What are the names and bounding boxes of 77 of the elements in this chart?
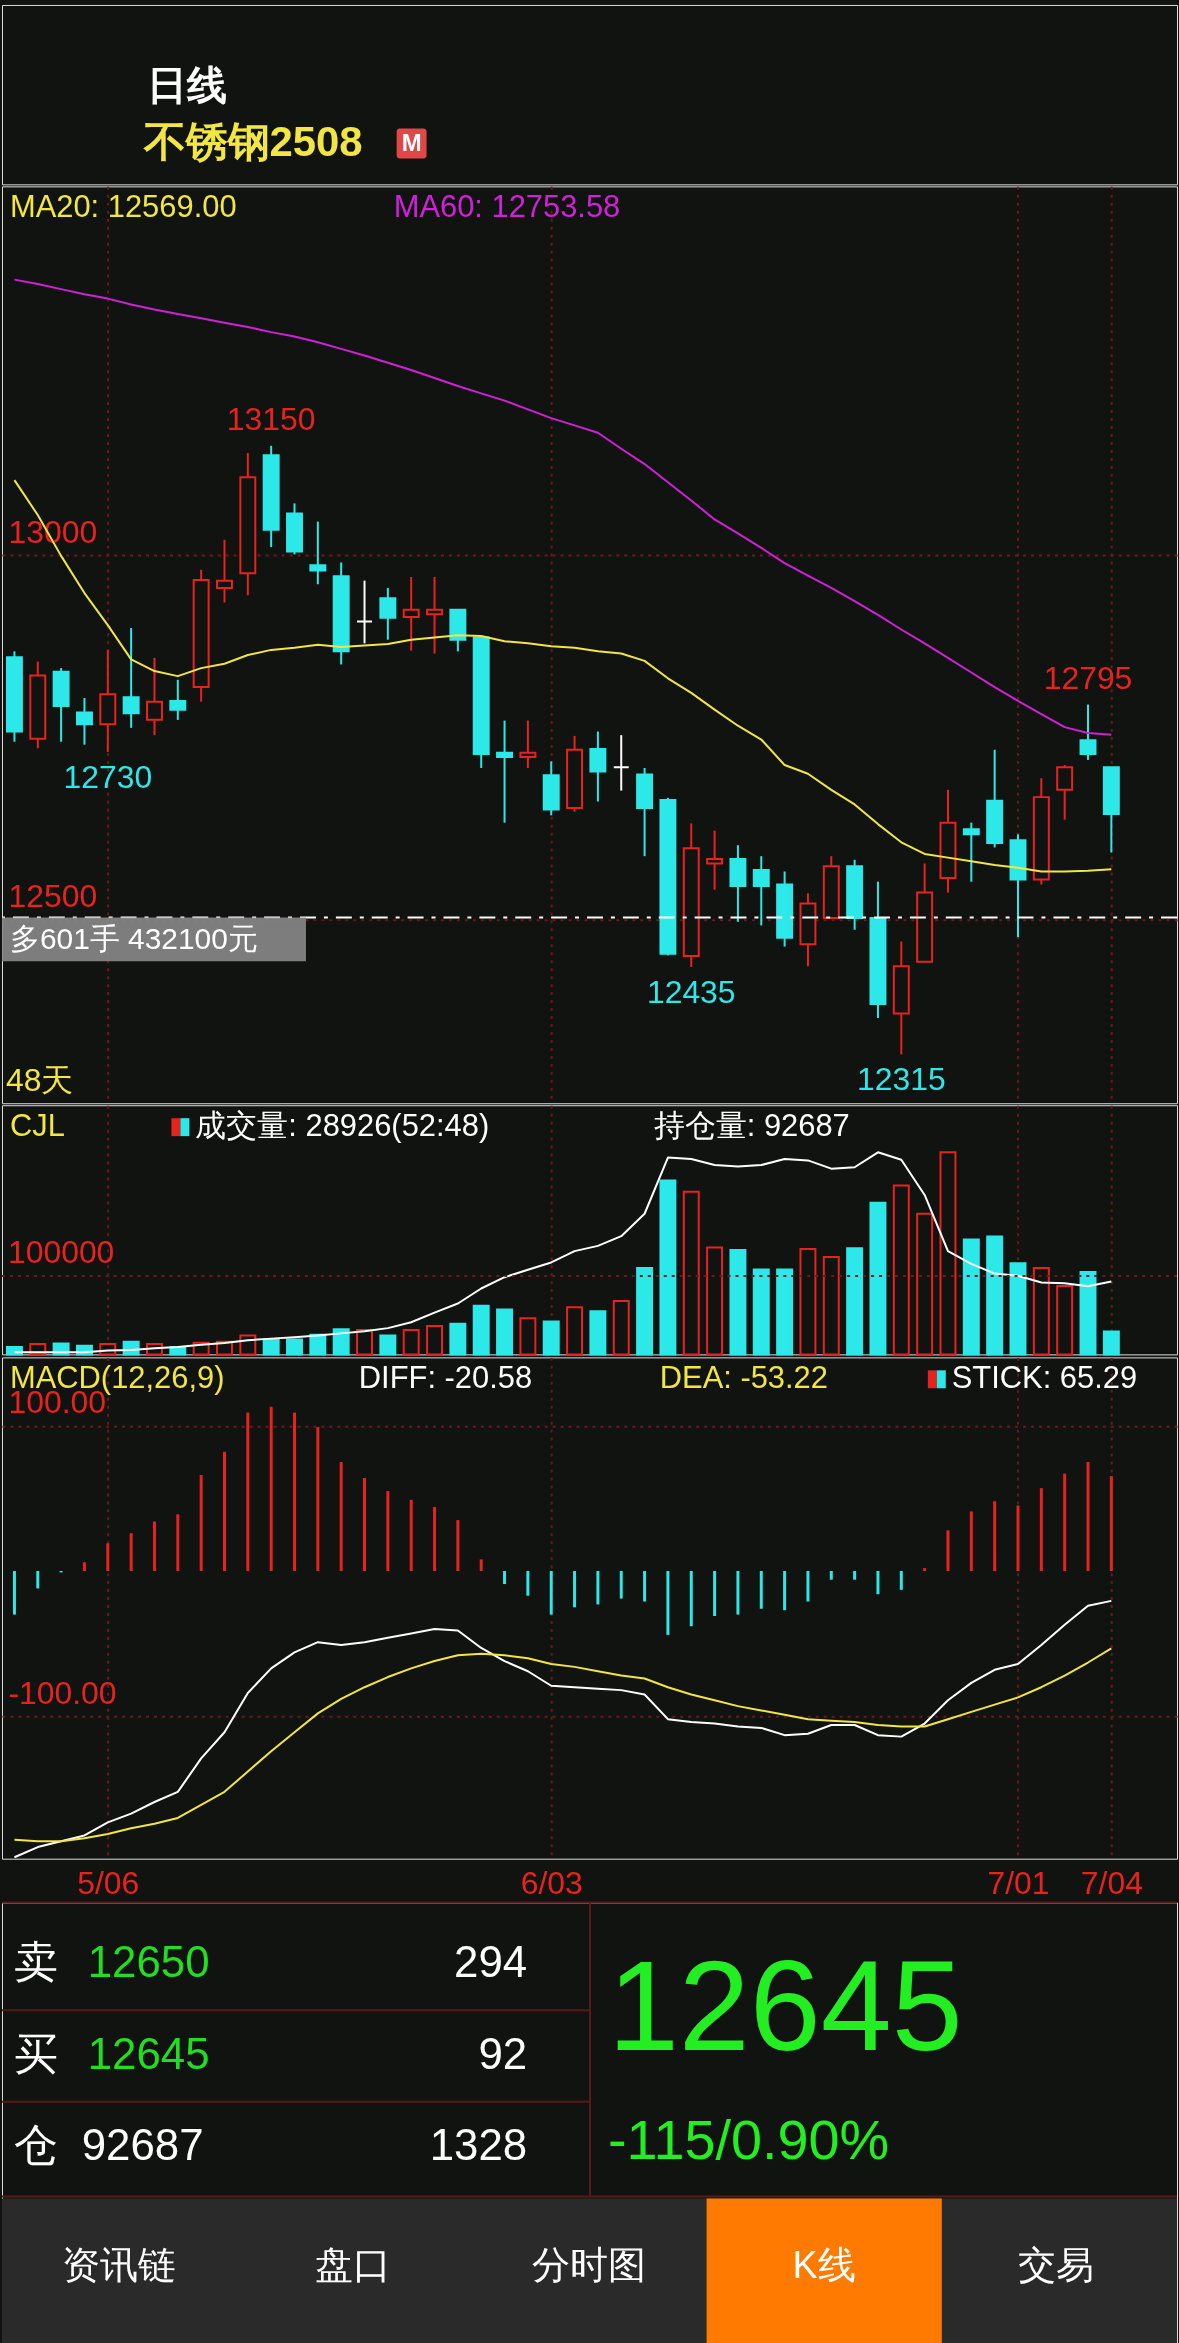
x-tick-label: 5/06 [77,1865,140,1902]
text: 不锈钢2508 [142,118,363,166]
text: 盘口 [314,2244,391,2287]
series-label: 持仓量: 92687 [653,1108,850,1144]
bar [636,1266,654,1356]
text: 12645 [87,2028,210,2078]
text: 买 [13,2028,58,2078]
bar [589,1310,607,1356]
text: 1328 [429,2119,528,2169]
legend-label: STICK: 65.29 [951,1360,1138,1396]
annotation: 13150 [226,400,316,437]
bar [379,1334,397,1356]
bar [869,1201,887,1356]
bar [566,1306,584,1356]
bar [472,1304,490,1356]
text: MA20: 12569.00 [9,189,237,225]
bar [659,1179,677,1356]
text: DEA: -53.22 [659,1360,828,1396]
bar [752,1268,770,1356]
text: -115/0.90% [607,2107,890,2171]
bar [332,1328,350,1356]
text: 12645 [607,1935,963,2078]
text: MA60: 12753.58 [393,189,621,225]
bar [962,1238,980,1356]
bar [776,1268,794,1356]
text: DIFF: -20.58 [358,1360,533,1396]
bar [706,1246,724,1356]
text: 分时图 [532,2244,646,2287]
text: M [401,129,422,157]
text: 仓 [13,2119,58,2169]
text: 交易 [1018,2244,1095,2287]
text: 92687 [81,2119,204,2169]
ref-line-label: 多601手 432100元 [9,922,258,956]
bar [612,1300,630,1356]
bar [262,1338,280,1356]
legend-label: 成交量: 28926(52:48) [195,1108,490,1144]
bar [426,1325,444,1356]
bar [729,1248,747,1356]
bar [892,1184,910,1356]
annotation: 12315 [856,1061,946,1098]
bar [822,1255,840,1356]
x-tick-label: 7/04 [1080,1865,1143,1902]
bar [519,1317,537,1356]
bar [1102,1330,1120,1356]
bar [939,1151,957,1356]
bar [496,1308,514,1356]
bar [846,1247,864,1356]
bar [799,1248,817,1356]
bar [286,1338,303,1356]
x-tick-label: 6/03 [520,1865,583,1902]
bar [542,1320,560,1356]
bar [1009,1262,1027,1356]
text: 12650 [87,1937,210,1987]
text: 294 [454,1937,528,1987]
x-tick-label: 7/01 [987,1865,1050,1902]
bar [682,1190,700,1356]
y-tick-label: -100.00 [8,1674,117,1711]
bar [356,1328,373,1356]
bar [449,1322,467,1356]
text: K线 [792,2244,856,2287]
annotation: 100000 [7,1233,115,1270]
text: 92 [478,2028,528,2078]
bar [1056,1285,1074,1356]
bar [402,1328,420,1356]
bar [986,1235,1004,1356]
annotation: 12795 [1043,659,1133,696]
chart-title: CJL [9,1108,65,1144]
bar [1079,1270,1097,1356]
bar [1032,1266,1050,1356]
text: 日线 [146,62,227,107]
text: 卖 [13,1937,58,1987]
annotation: 48天 [5,1062,74,1099]
annotation: 12730 [63,758,153,795]
bar [916,1212,934,1356]
y-tick-label: 12500 [8,878,98,915]
annotation: 12435 [646,973,736,1010]
text: 资讯链 [61,2244,176,2287]
